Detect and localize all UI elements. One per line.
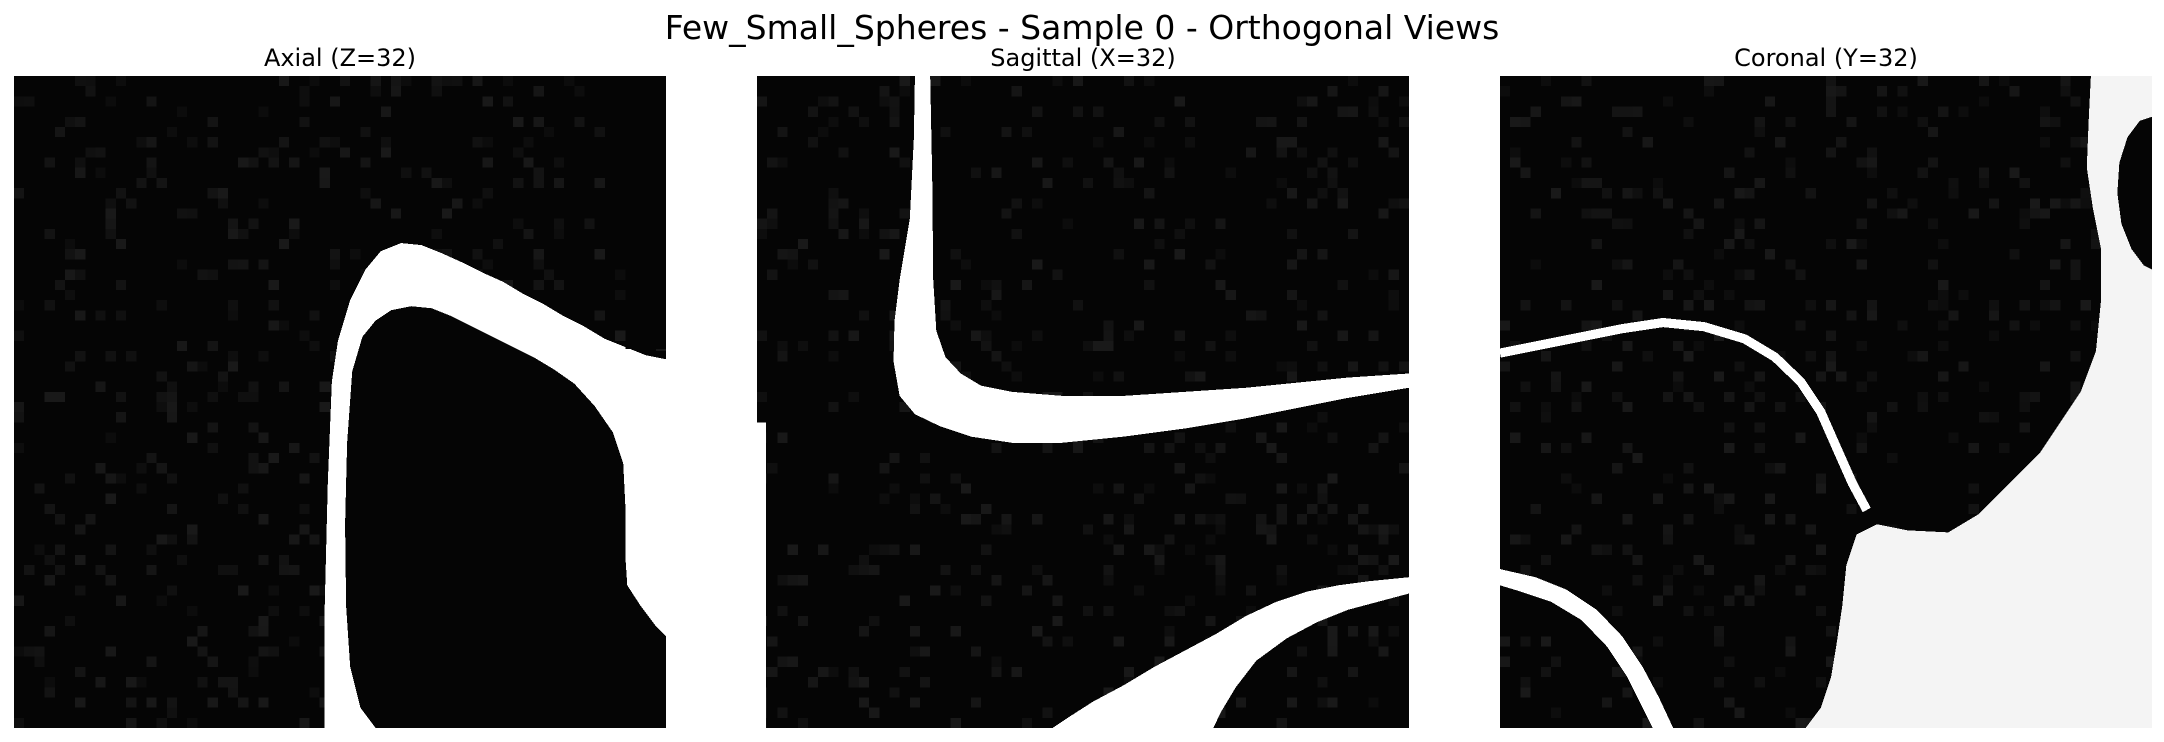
axial-slice-svg <box>14 76 666 728</box>
axial-corner-dark <box>625 76 666 350</box>
axial-view-image <box>14 76 666 728</box>
figure-title: Few_Small_Spheres - Sample 0 - Orthogona… <box>664 8 1500 47</box>
sagittal-upper-band <box>893 76 1409 443</box>
axial-view-title: Axial (Z=32) <box>263 44 417 72</box>
axial-sphere-core <box>345 306 666 728</box>
sagittal-slice-svg <box>757 76 1409 728</box>
coronal-edge-circle <box>2117 116 2152 270</box>
sagittal-left-edge <box>757 422 767 728</box>
coronal-lower-arc <box>1500 569 1674 728</box>
sagittal-lower-band <box>1052 577 1409 728</box>
coronal-ring-arc <box>1500 317 1871 513</box>
sagittal-view-image <box>757 76 1409 728</box>
coronal-view-title: Coronal (Y=32) <box>1734 44 1918 72</box>
sagittal-view-title: Sagittal (X=32) <box>990 44 1176 72</box>
coronal-right-region <box>1805 76 2152 728</box>
coronal-view-image <box>1500 76 2152 728</box>
coronal-slice-svg <box>1500 76 2152 728</box>
